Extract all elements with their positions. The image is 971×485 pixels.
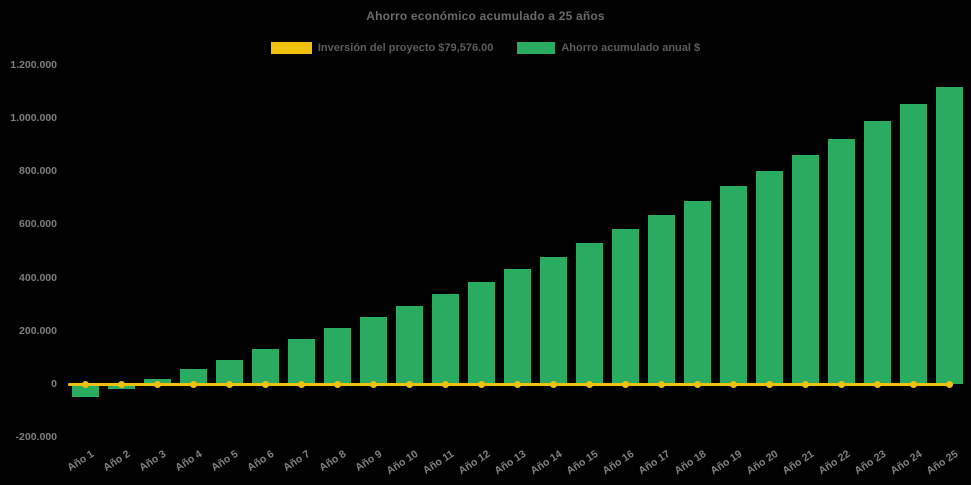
investment-line-marker[interactable] xyxy=(657,380,665,388)
bar-año-14[interactable] xyxy=(539,256,567,384)
investment-line-marker[interactable] xyxy=(513,380,521,388)
investment-line-marker[interactable] xyxy=(369,380,377,388)
bar-año-20[interactable] xyxy=(755,171,783,384)
investment-line-marker[interactable] xyxy=(225,380,233,388)
bar-año-19[interactable] xyxy=(719,186,747,384)
investment-line-marker[interactable] xyxy=(189,380,197,388)
legend-item-savings[interactable]: Ahorro acumulado anual $ xyxy=(517,42,700,54)
bar-año-8[interactable] xyxy=(323,328,351,384)
legend-label-savings: Ahorro acumulado anual $ xyxy=(561,42,701,54)
investment-line-marker[interactable] xyxy=(945,380,953,388)
investment-line-marker[interactable] xyxy=(873,380,881,388)
investment-line-marker[interactable] xyxy=(837,380,845,388)
chart-title: Ahorro económico acumulado a 25 años xyxy=(366,9,605,23)
y-tick-label: 0 xyxy=(51,378,57,390)
investment-line-marker[interactable] xyxy=(81,380,89,388)
bar-año-1[interactable] xyxy=(71,384,99,398)
investment-line-marker[interactable] xyxy=(261,380,269,388)
investment-line-marker[interactable] xyxy=(585,380,593,388)
bar-año-6[interactable] xyxy=(251,349,279,384)
bar-año-11[interactable] xyxy=(431,294,459,384)
legend-label-investment: Inversión del proyecto $79,576.00 xyxy=(317,42,494,54)
bar-año-15[interactable] xyxy=(575,243,603,384)
investment-line-marker[interactable] xyxy=(477,380,485,388)
investment-line-marker[interactable] xyxy=(441,380,449,388)
investment-line-marker[interactable] xyxy=(117,380,125,388)
bar-año-4[interactable] xyxy=(179,369,207,384)
investment-line-marker[interactable] xyxy=(765,380,773,388)
bar-año-5[interactable] xyxy=(215,359,243,384)
investment-line-marker[interactable] xyxy=(153,380,161,388)
savings-swatch-icon xyxy=(517,42,556,54)
bar-año-10[interactable] xyxy=(395,306,423,384)
investment-line-marker[interactable] xyxy=(333,380,341,388)
bar-año-16[interactable] xyxy=(611,229,639,384)
investment-line-marker[interactable] xyxy=(693,380,701,388)
bar-año-25[interactable] xyxy=(935,86,963,384)
investment-line-marker[interactable] xyxy=(405,380,413,388)
bar-año-17[interactable] xyxy=(647,214,675,384)
bar-año-21[interactable] xyxy=(791,155,819,384)
y-tick-label: 1.200.000 xyxy=(10,58,57,71)
bar-año-9[interactable] xyxy=(359,317,387,384)
bar-año-23[interactable] xyxy=(863,121,891,384)
investment-line xyxy=(68,382,953,386)
investment-line-marker[interactable] xyxy=(297,380,305,388)
bar-año-18[interactable] xyxy=(683,200,711,384)
investment-line-marker[interactable] xyxy=(549,380,557,388)
bar-año-24[interactable] xyxy=(899,104,927,384)
legend: Inversión del proyecto $79,576.00 Ahorro… xyxy=(0,42,971,54)
y-tick-label: -200.000 xyxy=(15,431,57,444)
bar-año-13[interactable] xyxy=(503,269,531,384)
investment-line-marker[interactable] xyxy=(621,380,629,388)
bar-año-12[interactable] xyxy=(467,281,495,384)
y-tick-label: 200.000 xyxy=(19,324,57,337)
legend-item-investment[interactable]: Inversión del proyecto $79,576.00 xyxy=(270,42,494,54)
y-tick-label: 800.000 xyxy=(19,165,57,178)
y-tick-label: 400.000 xyxy=(19,271,57,284)
bar-año-22[interactable] xyxy=(827,138,855,384)
investment-line-marker[interactable] xyxy=(801,380,809,388)
bar-año-7[interactable] xyxy=(287,338,315,384)
investment-line-marker[interactable] xyxy=(909,380,917,388)
y-tick-label: 600.000 xyxy=(19,218,57,231)
investment-swatch-icon xyxy=(270,42,312,54)
y-tick-label: 1.000.000 xyxy=(10,112,57,124)
investment-line-marker[interactable] xyxy=(729,380,737,388)
